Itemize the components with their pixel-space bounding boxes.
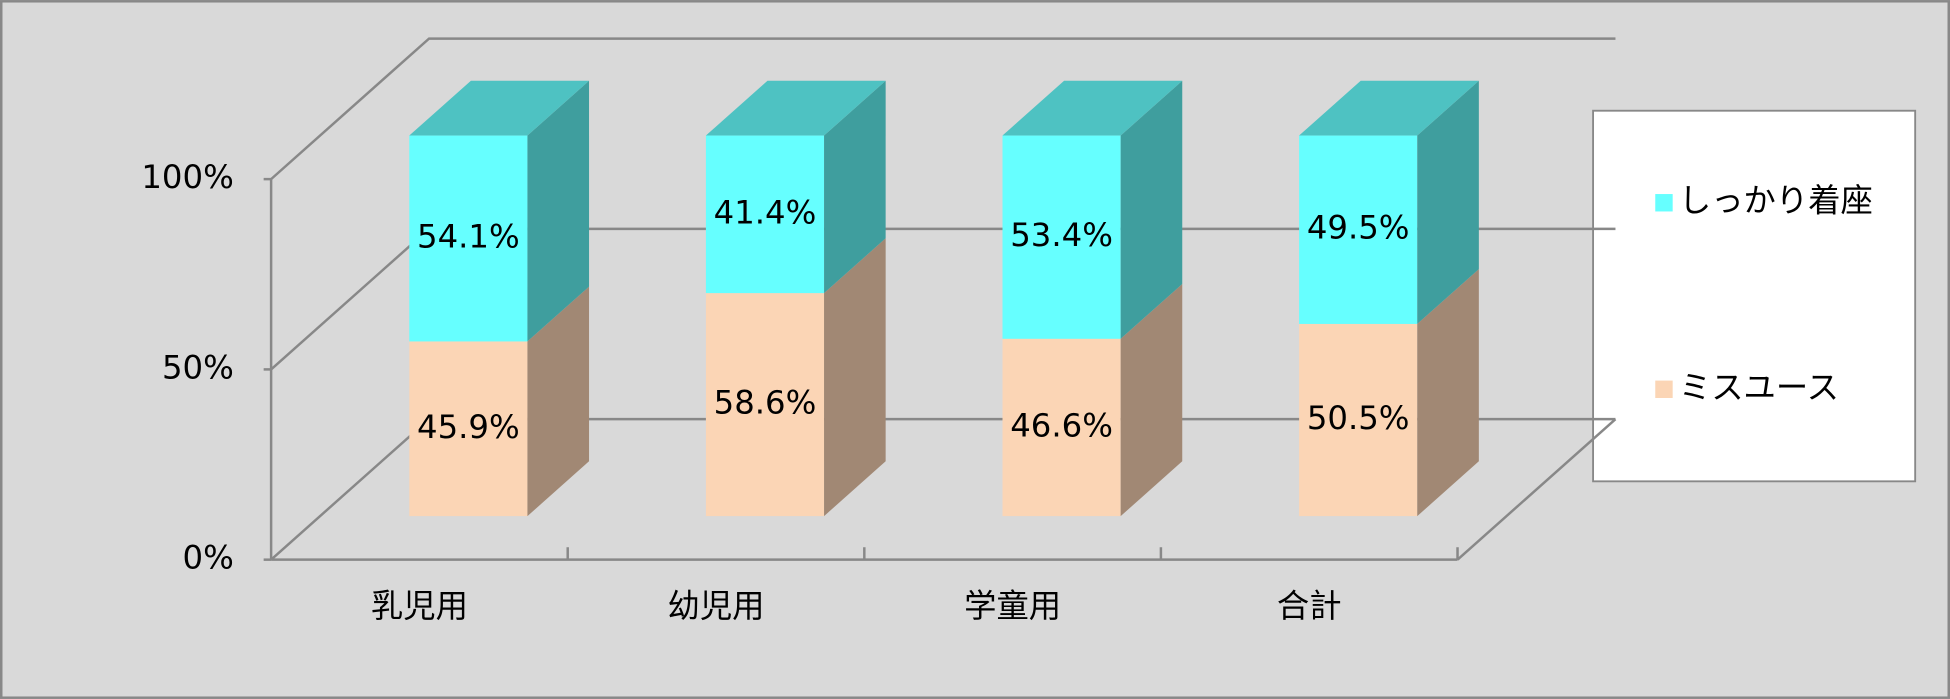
legend-swatch <box>1655 380 1673 399</box>
bar-side <box>1120 283 1183 517</box>
legend-label: ミスユース <box>1679 368 1839 406</box>
data-label: 53.4% <box>1010 216 1113 254</box>
bar-front <box>1299 323 1418 517</box>
y-tick-label: 50% <box>162 348 234 386</box>
bar-top <box>1002 80 1183 136</box>
bar-side <box>824 238 886 517</box>
bar-side <box>527 286 590 517</box>
data-label: 49.5% <box>1307 209 1410 247</box>
bar-front <box>409 135 528 342</box>
bar-side <box>527 80 590 342</box>
bar-side <box>1120 80 1183 339</box>
bar-front <box>409 341 528 517</box>
bar-front <box>1299 135 1418 324</box>
floor-edge <box>1456 418 1617 561</box>
bar-side <box>1417 80 1479 324</box>
bar-front <box>705 293 825 517</box>
data-label: 54.1% <box>417 217 520 255</box>
x-tick-label: 乳児用 <box>371 587 468 625</box>
x-tick-label: 幼児用 <box>668 587 765 625</box>
bar-front <box>1002 135 1121 339</box>
data-label: 58.6% <box>714 384 817 422</box>
y-tick-label: 0% <box>183 539 234 577</box>
grid-line <box>270 37 1616 181</box>
bar-front <box>705 135 825 294</box>
data-label: 50.5% <box>1307 399 1410 437</box>
bar-side <box>1417 269 1479 517</box>
x-tick-label: 合計 <box>1277 587 1342 625</box>
data-label: 41.4% <box>714 193 817 231</box>
bar-front <box>1002 338 1121 517</box>
y-tick-label: 100% <box>141 158 233 196</box>
legend-label: しっかり着座 <box>1679 182 1873 220</box>
bar-top <box>1299 80 1479 136</box>
legend-swatch <box>1655 194 1673 212</box>
bar-side <box>824 80 886 294</box>
bar-top <box>409 80 590 136</box>
x-tick-label: 学童用 <box>964 587 1061 625</box>
legend-box <box>1592 109 1917 483</box>
data-label: 45.9% <box>417 408 520 446</box>
bar-top <box>705 80 886 136</box>
data-label: 46.6% <box>1010 406 1113 444</box>
